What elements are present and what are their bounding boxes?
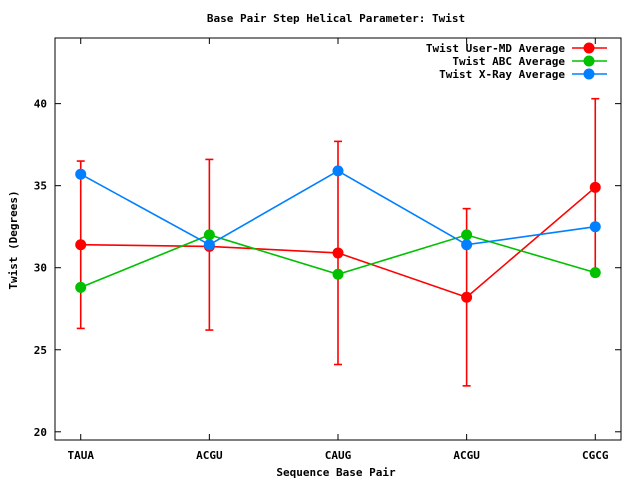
legend-label: Twist User-MD Average [426,42,565,55]
legend-swatch-marker [583,68,595,80]
x-tick-label: CGCG [582,449,609,462]
data-point [203,239,215,251]
x-axis-label: Sequence Base Pair [276,466,396,479]
x-axis: TAUA ACGU CAUG ACGU CGCG [67,38,609,462]
series-1 [75,97,601,387]
data-point [75,239,87,251]
x-tick-label: ACGU [453,449,480,462]
legend-swatch-marker [583,55,595,67]
data-point [589,181,601,193]
y-tick-label: 20 [34,426,47,439]
chart-title: Base Pair Step Helical Parameter: Twist [207,12,465,25]
data-point [332,247,344,259]
data-point [332,165,344,177]
y-axis: 20 25 30 35 40 [34,98,621,439]
y-tick-label: 25 [34,344,47,357]
y-tick-label: 40 [34,98,47,111]
x-tick-label: ACGU [196,449,223,462]
data-point [75,281,87,293]
data-point [589,221,601,233]
y-tick-label: 35 [34,180,47,193]
data-point [203,229,215,241]
legend-label: Twist X-Ray Average [439,68,565,81]
x-tick-label: TAUA [67,449,94,462]
series-3 [75,165,601,251]
data-point [461,229,473,241]
data-point [589,267,601,279]
data-point [332,268,344,280]
legend-swatch-marker [583,42,595,54]
data-point [461,291,473,303]
legend-label: Twist ABC Average [452,55,565,68]
data-point [75,168,87,180]
y-tick-label: 30 [34,262,47,275]
series-2 [75,229,601,293]
series-layer [75,97,601,387]
data-point [461,239,473,251]
x-tick-label: CAUG [325,449,352,462]
y-axis-label: Twist (Degrees) [7,190,20,289]
